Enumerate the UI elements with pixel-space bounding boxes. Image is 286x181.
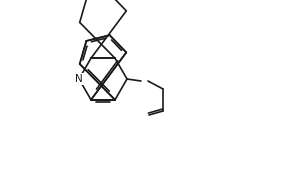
Text: N: N: [75, 74, 83, 84]
